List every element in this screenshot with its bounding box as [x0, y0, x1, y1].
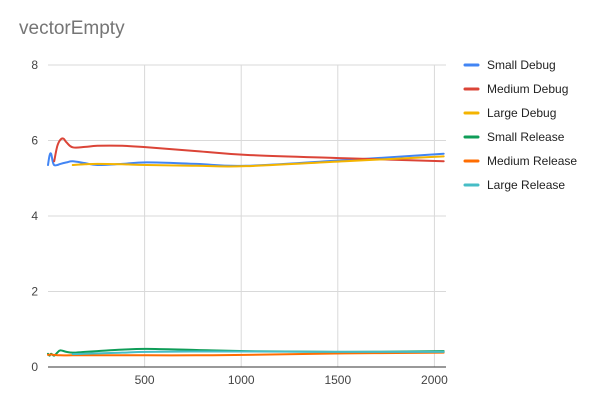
y-tick-label: 6 [31, 134, 38, 148]
series-line-medium-debug [53, 137, 445, 163]
y-tick-label: 0 [31, 360, 38, 374]
x-tick-label: 1000 [228, 373, 255, 387]
x-tick-label: 1500 [324, 373, 351, 387]
x-tick-label: 500 [135, 373, 155, 387]
x-tick-label: 2000 [421, 373, 448, 387]
legend-label: Large Debug [487, 106, 556, 120]
series-line-large-debug [71, 155, 445, 168]
legend-label: Medium Release [487, 154, 577, 168]
legend-label: Medium Debug [487, 82, 568, 96]
y-tick-label: 2 [31, 285, 38, 299]
legend-label: Large Release [487, 178, 565, 192]
legend-label: Small Release [487, 130, 565, 144]
legend-label: Small Debug [487, 58, 556, 72]
y-tick-label: 8 [31, 58, 38, 72]
series-line-large-release [71, 350, 445, 356]
series-line-medium-release [47, 351, 445, 357]
chart-title: vectorEmpty [19, 18, 125, 39]
y-tick-label: 4 [31, 209, 38, 223]
